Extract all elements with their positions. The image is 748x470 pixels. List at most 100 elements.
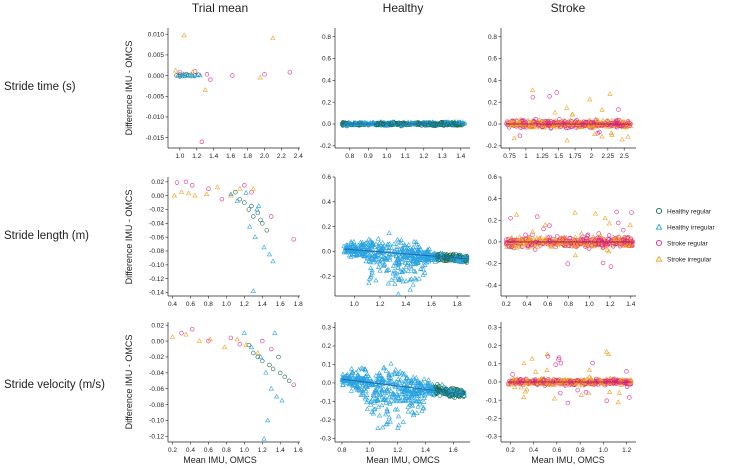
y-tick-label: 0.1 xyxy=(488,361,497,368)
y-tick-label: -0.12 xyxy=(149,434,164,441)
legend-label-healthy-irregular: Healthy irregular xyxy=(667,225,716,232)
data-point-healthy_irregular xyxy=(366,247,372,253)
data-point-healthy_irregular xyxy=(368,398,375,403)
y-tick-label: -0.005 xyxy=(146,93,165,100)
data-point-healthy_irregular xyxy=(389,251,395,256)
data-point-stroke_regular xyxy=(568,124,573,129)
data-point-healthy_irregular xyxy=(379,256,385,262)
x-tick-label: 1.2 xyxy=(240,301,249,308)
data-point-healthy_irregular xyxy=(340,374,346,379)
data-point-healthy_irregular xyxy=(395,386,401,392)
data-point-stroke_regular xyxy=(578,122,584,128)
data-point-healthy_irregular xyxy=(381,386,387,391)
data-point-healthy_irregular xyxy=(384,421,390,427)
data-point-stroke_irregular xyxy=(520,380,526,386)
data-point-healthy_regular xyxy=(255,354,260,360)
data-point-stroke_irregular xyxy=(627,380,633,385)
data-point-healthy_irregular xyxy=(395,413,402,419)
data-point-stroke_irregular xyxy=(564,137,570,143)
data-point-healthy_irregular xyxy=(377,257,383,263)
data-point-healthy_irregular xyxy=(387,256,393,262)
data-point-healthy_irregular xyxy=(386,230,392,235)
data-point-stroke_irregular xyxy=(571,381,577,386)
y-tick-label: -0.14 xyxy=(149,290,164,297)
data-point-stroke_regular xyxy=(537,380,543,385)
data-point-healthy_irregular xyxy=(411,268,417,274)
legend-label-stroke-irregular: Stroke irregular xyxy=(667,257,712,264)
data-point-stroke_regular xyxy=(624,384,630,390)
data-point-stroke_regular xyxy=(530,379,536,384)
data-point-stroke_irregular xyxy=(237,185,243,191)
x-tick-label: 1.8 xyxy=(243,153,252,160)
y-tick-label: -0.010 xyxy=(146,114,165,121)
data-point-stroke_irregular xyxy=(542,222,548,227)
data-point-healthy_irregular xyxy=(346,248,352,254)
data-point-stroke_regular xyxy=(580,234,585,240)
data-point-healthy_irregular xyxy=(396,378,403,384)
data-point-stroke_regular xyxy=(608,264,614,269)
data-point-healthy_irregular xyxy=(379,402,385,408)
x-axis-label-col-1: Mean IMU, OMCS xyxy=(183,455,257,465)
x-tick-label: 1.4 xyxy=(421,447,430,454)
data-point-stroke_irregular xyxy=(589,122,595,128)
data-point-healthy_irregular xyxy=(408,260,414,266)
data-point-healthy_irregular xyxy=(366,252,372,257)
panels: 0.010 0.005 0.000 -0.005 -0.010 -0.015 1.0 1.2 1… xyxy=(146,28,636,454)
data-point-healthy_irregular xyxy=(405,390,412,396)
data-point-healthy_irregular xyxy=(366,258,372,264)
y-tick-label: 0.000 xyxy=(148,73,165,80)
data-point-stroke_irregular xyxy=(257,74,263,80)
data-point-stroke_irregular xyxy=(600,117,606,123)
data-point-healthy_irregular xyxy=(373,387,379,392)
data-point-healthy_irregular xyxy=(371,406,377,412)
legend-label-healthy-regular: Healthy regular xyxy=(667,209,712,216)
data-point-healthy_irregular xyxy=(396,255,402,261)
data-point-stroke_regular xyxy=(565,261,570,266)
data-point-healthy_irregular xyxy=(279,397,285,403)
data-point-healthy_irregular xyxy=(361,253,367,259)
data-point-healthy_irregular xyxy=(408,392,415,398)
data-point-healthy_irregular xyxy=(387,379,393,384)
data-point-healthy_irregular xyxy=(418,393,425,398)
data-point-stroke_irregular xyxy=(255,350,261,355)
data-point-healthy_irregular xyxy=(341,378,347,383)
data-point-healthy_irregular xyxy=(270,258,276,264)
data-point-healthy_irregular xyxy=(362,253,368,258)
data-point-healthy_irregular xyxy=(370,390,376,396)
data-point-stroke_irregular xyxy=(591,380,597,386)
panel-0-2: 0.8 0.6 0.4 0.2 0.0 -0.2 0.75 1 1.25 1.5 1.75 2 2.25… xyxy=(486,28,636,160)
data-point-stroke_regular xyxy=(557,117,562,122)
data-point-stroke_irregular xyxy=(591,240,598,245)
y-axis-label-row-2: Difference IMU - OMCS xyxy=(124,190,134,285)
data-point-healthy_irregular xyxy=(393,382,399,388)
y-tick-label: 0.2 xyxy=(488,99,497,106)
data-point-stroke_regular xyxy=(551,240,556,245)
data-point-healthy_irregular xyxy=(403,398,409,403)
data-point-stroke_regular xyxy=(624,369,629,374)
data-point-stroke_regular xyxy=(530,232,535,238)
data-point-healthy_irregular xyxy=(385,280,391,286)
data-point-healthy_irregular xyxy=(386,394,392,400)
x-tick-label: 1.0 xyxy=(585,301,594,308)
y-tick-label: 0.0 xyxy=(488,121,497,128)
x-tick-label: 1.4 xyxy=(626,301,635,308)
data-point-stroke_irregular xyxy=(512,384,518,390)
data-point-stroke_irregular xyxy=(587,96,593,102)
data-point-healthy_irregular xyxy=(362,395,368,401)
data-point-stroke_irregular xyxy=(173,67,179,73)
data-point-stroke_regular xyxy=(621,227,626,233)
data-point-stroke_irregular xyxy=(555,241,561,246)
data-point-healthy_irregular xyxy=(398,275,405,281)
data-point-healthy_irregular xyxy=(386,250,392,256)
data-point-stroke_regular xyxy=(554,90,559,95)
y-axis-label-row-3: Difference IMU - OMCS xyxy=(124,335,134,430)
y-tick-label: -0.2 xyxy=(320,143,332,150)
data-point-healthy_irregular xyxy=(395,238,402,244)
data-point-stroke_irregular xyxy=(572,234,578,240)
panel-2-2: 0.3 0.2 0.1 0.0 -0.1 -0.2 -0.3 0.2 0.4 0.6 0.8 1.0 1… xyxy=(486,322,636,454)
data-point-healthy_regular xyxy=(447,394,452,399)
data-point-healthy_irregular xyxy=(387,401,393,406)
data-point-healthy_irregular xyxy=(420,405,426,411)
data-point-stroke_regular xyxy=(558,360,564,366)
x-tick-label: 2.5 xyxy=(620,153,629,160)
